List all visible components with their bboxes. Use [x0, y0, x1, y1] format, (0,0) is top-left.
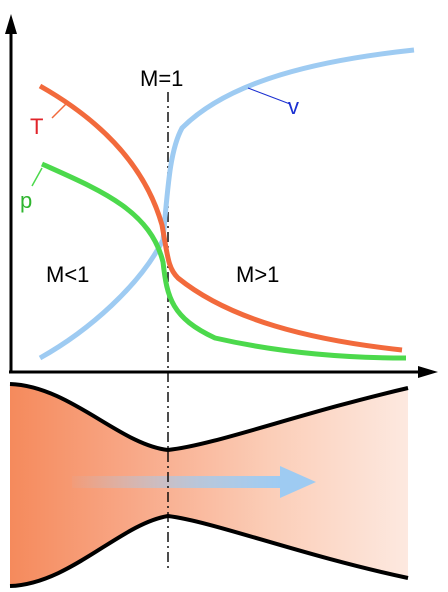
curves — [38, 47, 415, 361]
flow-arrow-icon — [72, 466, 316, 498]
x-axis-arrowhead — [418, 366, 438, 378]
supersonic-label: M>1 — [236, 262, 279, 287]
pressure-curve — [40, 161, 407, 361]
y-axis-arrowhead — [5, 14, 17, 34]
flow-arrow-shaft — [72, 476, 280, 488]
axes — [5, 14, 438, 378]
temperature-label: T — [30, 114, 43, 139]
pressure-label: p — [20, 188, 32, 213]
pressure-leader — [31, 167, 43, 187]
temperature-curve — [38, 83, 403, 353]
subsonic-label: M<1 — [46, 262, 89, 287]
velocity-leader — [247, 87, 291, 105]
flow-arrow-head — [280, 466, 316, 498]
temperature-leader — [51, 101, 69, 119]
velocity-curve — [38, 47, 415, 361]
mach-one-label: M=1 — [140, 66, 183, 91]
nozzle-top-wall — [9, 382, 409, 453]
velocity-label: v — [288, 94, 299, 119]
